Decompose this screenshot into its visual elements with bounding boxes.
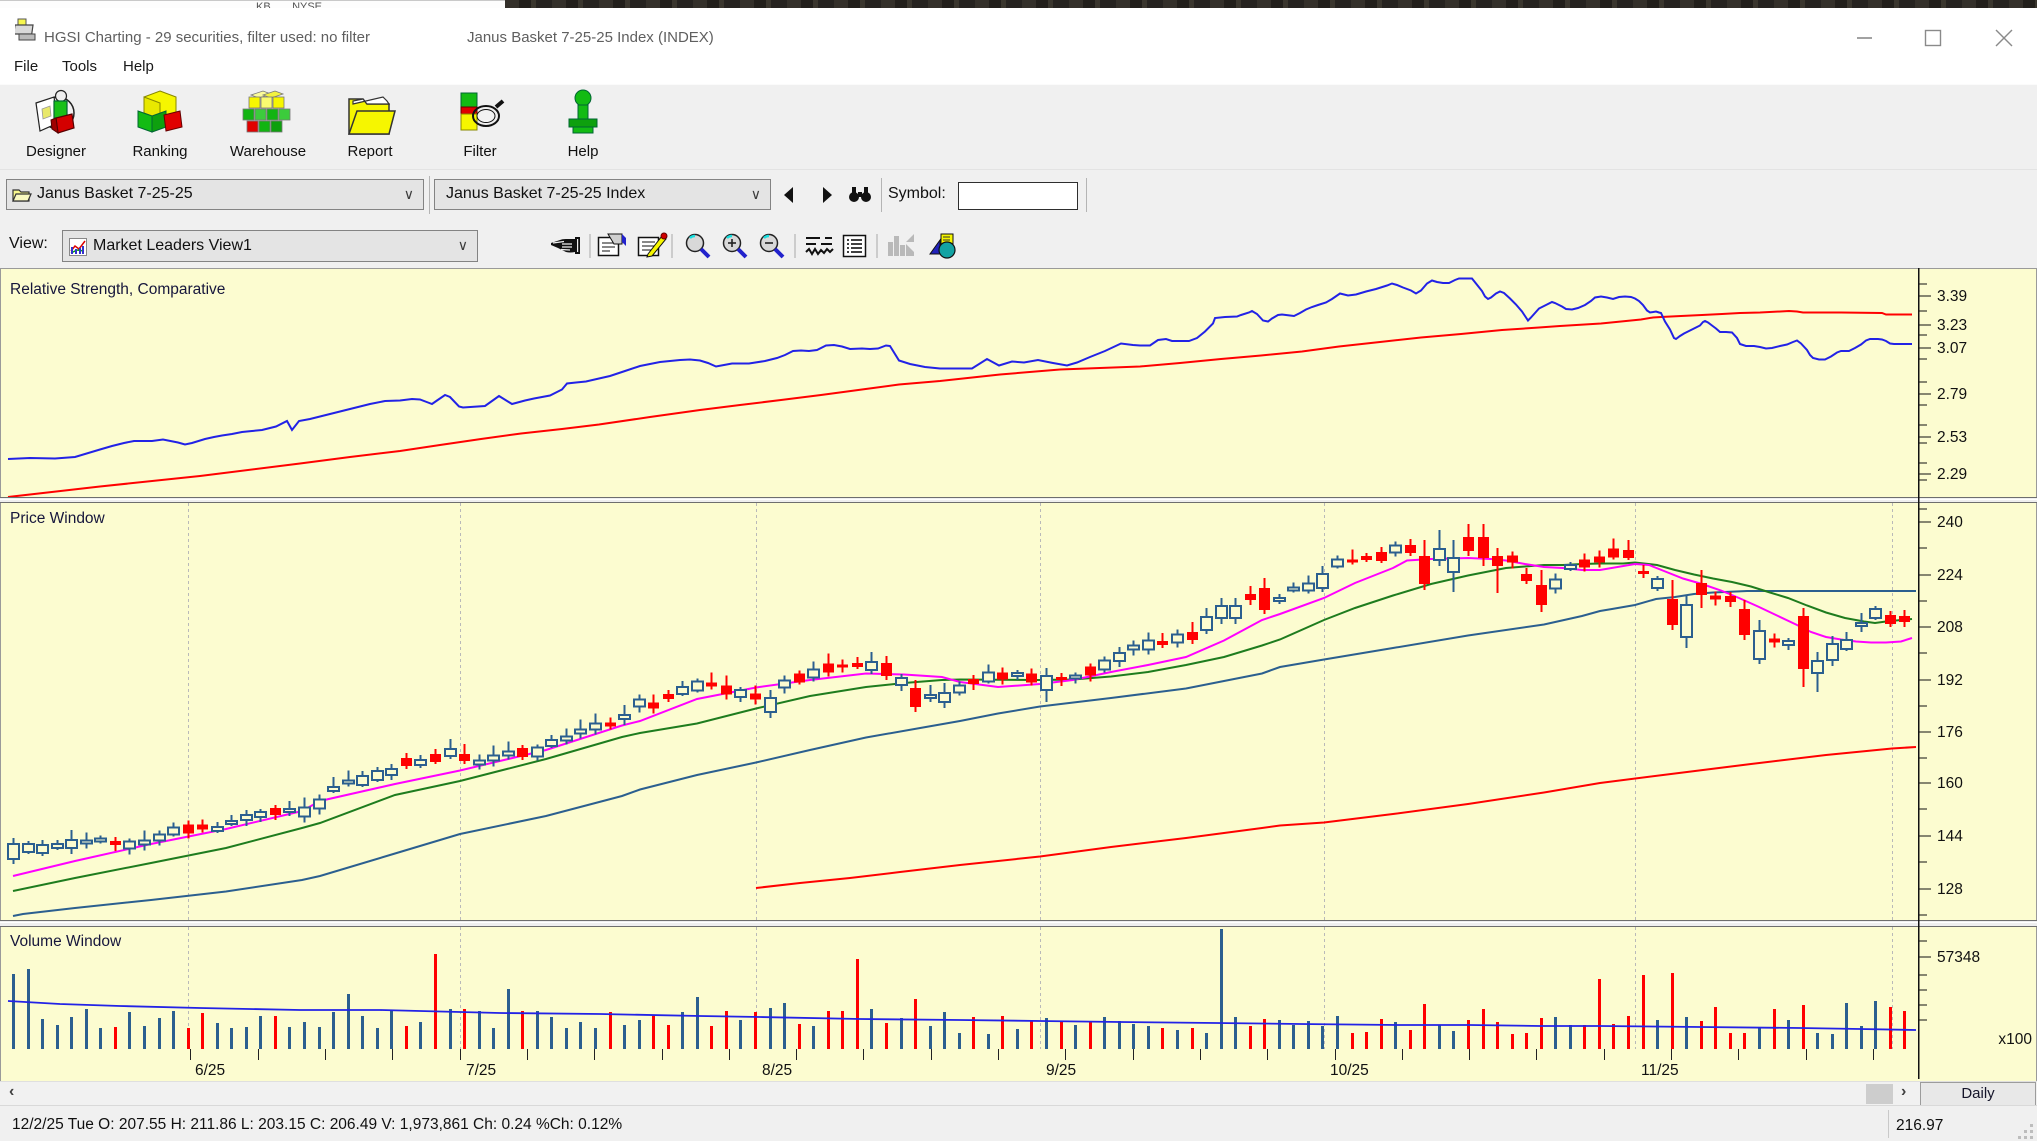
svg-text:192: 192: [1937, 672, 1963, 689]
svg-text:x100: x100: [1998, 1031, 2032, 1048]
svg-text:8/25: 8/25: [762, 1062, 792, 1079]
svg-text:2.29: 2.29: [1937, 466, 1967, 483]
svg-text:128: 128: [1937, 881, 1963, 898]
svg-text:9/25: 9/25: [1046, 1062, 1076, 1079]
svg-text:11/25: 11/25: [1641, 1062, 1679, 1079]
svg-text:7/25: 7/25: [466, 1062, 496, 1079]
svg-text:160: 160: [1937, 775, 1963, 792]
svg-text:10/25: 10/25: [1330, 1062, 1369, 1079]
svg-text:Volume Window: Volume Window: [10, 933, 122, 950]
svg-text:3.23: 3.23: [1937, 317, 1967, 334]
svg-text:224: 224: [1937, 567, 1963, 584]
svg-text:176: 176: [1937, 724, 1963, 741]
svg-text:Price Window: Price Window: [10, 510, 106, 527]
svg-text:3.39: 3.39: [1937, 288, 1967, 305]
svg-text:2.79: 2.79: [1937, 386, 1967, 403]
svg-text:6/25: 6/25: [195, 1062, 225, 1079]
svg-text:144: 144: [1937, 828, 1963, 845]
svg-text:3.07: 3.07: [1937, 340, 1967, 357]
svg-text:Relative Strength, Comparative: Relative Strength, Comparative: [10, 281, 225, 298]
svg-text:57348: 57348: [1937, 949, 1980, 966]
svg-text:2.53: 2.53: [1937, 429, 1967, 446]
svg-text:240: 240: [1937, 514, 1963, 531]
svg-text:208: 208: [1937, 619, 1963, 636]
